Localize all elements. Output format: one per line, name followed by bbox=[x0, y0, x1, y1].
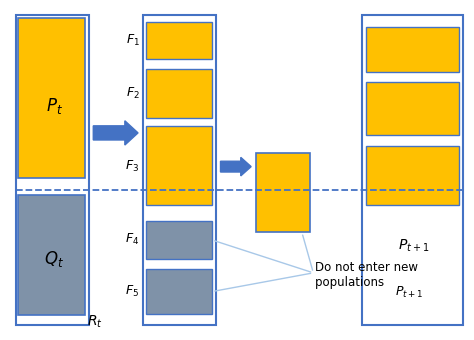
FancyArrow shape bbox=[93, 121, 138, 145]
Bar bbox=[143, 15, 216, 325]
Text: $Q_t$: $Q_t$ bbox=[44, 249, 64, 269]
Text: $F_5$: $F_5$ bbox=[126, 284, 139, 299]
Bar bbox=[146, 69, 212, 118]
Bar bbox=[146, 221, 212, 259]
Bar bbox=[365, 82, 459, 135]
Bar bbox=[365, 27, 459, 72]
Bar bbox=[362, 15, 463, 325]
Text: $F_3$: $F_3$ bbox=[126, 158, 139, 173]
Text: $F_2$: $F_2$ bbox=[126, 86, 139, 101]
Text: Do not enter new
populations: Do not enter new populations bbox=[315, 260, 418, 289]
Text: $P_{t+1}$: $P_{t+1}$ bbox=[395, 285, 423, 300]
Bar bbox=[256, 153, 310, 232]
Text: $F_4$: $F_4$ bbox=[125, 232, 139, 248]
Bar bbox=[18, 18, 85, 178]
Bar bbox=[146, 269, 212, 314]
Text: $F_1$: $F_1$ bbox=[126, 33, 139, 48]
Bar bbox=[146, 126, 212, 205]
Bar bbox=[146, 22, 212, 59]
Bar bbox=[365, 147, 459, 205]
Text: $P_{t+1}$: $P_{t+1}$ bbox=[398, 238, 429, 254]
Bar bbox=[18, 195, 85, 315]
Bar bbox=[16, 15, 89, 325]
FancyArrow shape bbox=[220, 157, 251, 176]
Text: $R_t$: $R_t$ bbox=[87, 313, 102, 329]
Text: $P_t$: $P_t$ bbox=[46, 96, 63, 116]
